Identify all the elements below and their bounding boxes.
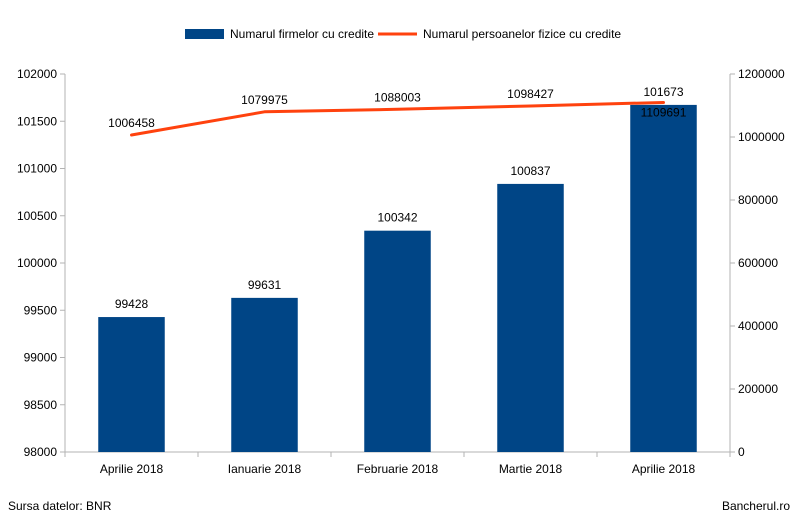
bar [630, 104, 697, 453]
bar-value-label: 99428 [115, 297, 149, 311]
legend: Numarul firmelor cu credite Numarul perso… [185, 27, 621, 41]
x-tick-label: Aprilie 2018 [632, 462, 696, 476]
bar [98, 317, 165, 452]
y-left-tick-label: 98500 [24, 398, 58, 412]
line-value-label: 1006458 [108, 116, 155, 130]
y-right-tick-label: 1000000 [738, 130, 785, 144]
y-right-tick-label: 600000 [738, 256, 778, 270]
y-left-tick-label: 99000 [24, 351, 58, 365]
x-tick-label: Februarie 2018 [357, 462, 439, 476]
y-left-tick-label: 101500 [17, 114, 57, 128]
line-point [397, 108, 398, 110]
line-value-label: 1098427 [507, 87, 554, 101]
bar-series [98, 104, 697, 453]
line-value-label: 1088003 [374, 90, 421, 104]
y-left-tick-label: 101000 [17, 162, 57, 176]
line-series [130, 100, 665, 137]
y-right-tick-label: 400000 [738, 319, 778, 333]
bar [364, 230, 431, 452]
line-point [264, 111, 265, 113]
source-note: Sursa datelor: BNR [8, 499, 112, 513]
legend-label-line: Numarul persoanelor fizice cu credite [423, 27, 621, 41]
legend-swatch-bars [185, 29, 224, 39]
brand-name: Bancherul.ro [721, 499, 790, 513]
line-value-label: 1109691 [641, 105, 687, 119]
line-point [131, 134, 132, 136]
bar [497, 183, 564, 452]
y-left-tick-label: 102000 [17, 67, 57, 81]
y-left-tick-label: 100500 [17, 209, 57, 223]
line-path [130, 100, 665, 137]
x-tick-label: Martie 2018 [499, 462, 563, 476]
x-tick-label: Aprilie 2018 [100, 462, 164, 476]
y-right-tick-label: 200000 [738, 382, 778, 396]
x-tick-label: Ianuarie 2018 [228, 462, 302, 476]
legend-label-bars: Numarul firmelor cu credite [230, 27, 374, 41]
bar-value-label: 100837 [510, 164, 550, 178]
y-right-tick-label: 0 [738, 445, 745, 459]
y-left-tick-label: 99500 [24, 303, 58, 317]
axes: 98000 98500 99000 99500 100000 100500 101000 10… [17, 67, 785, 476]
y-right-tick-label: 1200000 [738, 67, 785, 81]
line-point [663, 101, 664, 103]
y-left-tick-label: 98000 [24, 445, 58, 459]
bar-value-label: 100342 [377, 211, 417, 225]
data-labels: 99428 99631 100342 100837 101673 1006458 10799… [108, 85, 687, 311]
line-point [530, 105, 531, 107]
bar-value-label: 101673 [643, 85, 683, 99]
line-value-label: 1079975 [241, 93, 288, 107]
bar [231, 297, 298, 452]
bar-value-label: 99631 [248, 278, 282, 292]
y-left-tick-label: 100000 [17, 256, 57, 270]
y-right-tick-label: 800000 [738, 193, 778, 207]
